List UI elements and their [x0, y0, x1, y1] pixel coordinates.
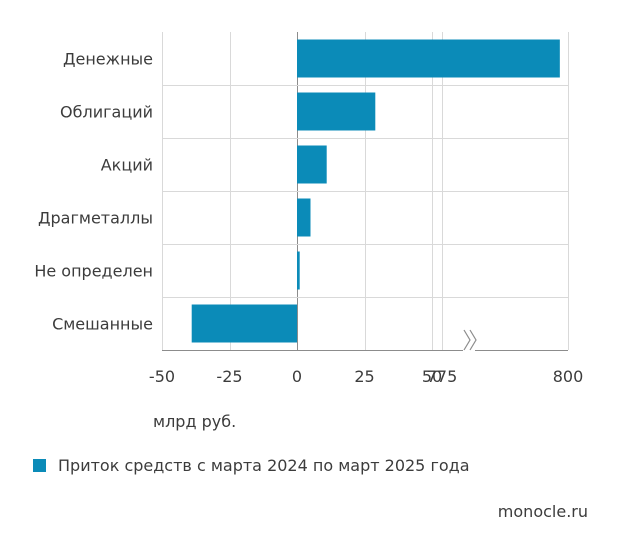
source-label: monocle.ru: [497, 502, 588, 521]
category-labels: Денежные Облигаций Акций Драгметаллы Не опре…: [34, 50, 153, 334]
category-label-2: Акций: [101, 156, 153, 175]
x-axis-unit-label: млрд руб.: [153, 412, 237, 431]
bar-1: [297, 92, 376, 131]
bar-3: [297, 198, 311, 237]
x-tick-label-800: 800: [553, 367, 584, 386]
bar-0: [297, 39, 560, 78]
category-label-0: Денежные: [63, 50, 153, 69]
category-label-1: Облигаций: [60, 103, 153, 122]
legend-swatch: [33, 459, 46, 472]
category-label-5: Смешанные: [52, 315, 153, 334]
axis-layer: [162, 329, 568, 352]
bar-5: [191, 304, 297, 343]
legend-label: Приток средств с марта 2024 по март 2025…: [58, 456, 470, 475]
x-tick-label-0: 0: [292, 367, 302, 386]
x-tick-label--50: -50: [149, 367, 175, 386]
grid-layer: [162, 32, 569, 350]
x-tick-label-25: 25: [354, 367, 374, 386]
bars-layer: [191, 39, 560, 343]
bar-4: [297, 251, 300, 290]
x-tick-label-50: 50: [422, 367, 442, 386]
legend: Приток средств с марта 2024 по март 2025…: [33, 456, 470, 475]
bar-2: [297, 145, 327, 184]
category-label-3: Драгметаллы: [38, 209, 153, 228]
x-tick-label-775: 775: [427, 367, 458, 386]
axis-break-line-1: [463, 329, 471, 351]
axis-break-line-2: [469, 329, 477, 351]
axis-break-mark: [463, 329, 477, 352]
category-label-4: Не определен: [34, 262, 153, 281]
x-tick-label--25: -25: [216, 367, 242, 386]
